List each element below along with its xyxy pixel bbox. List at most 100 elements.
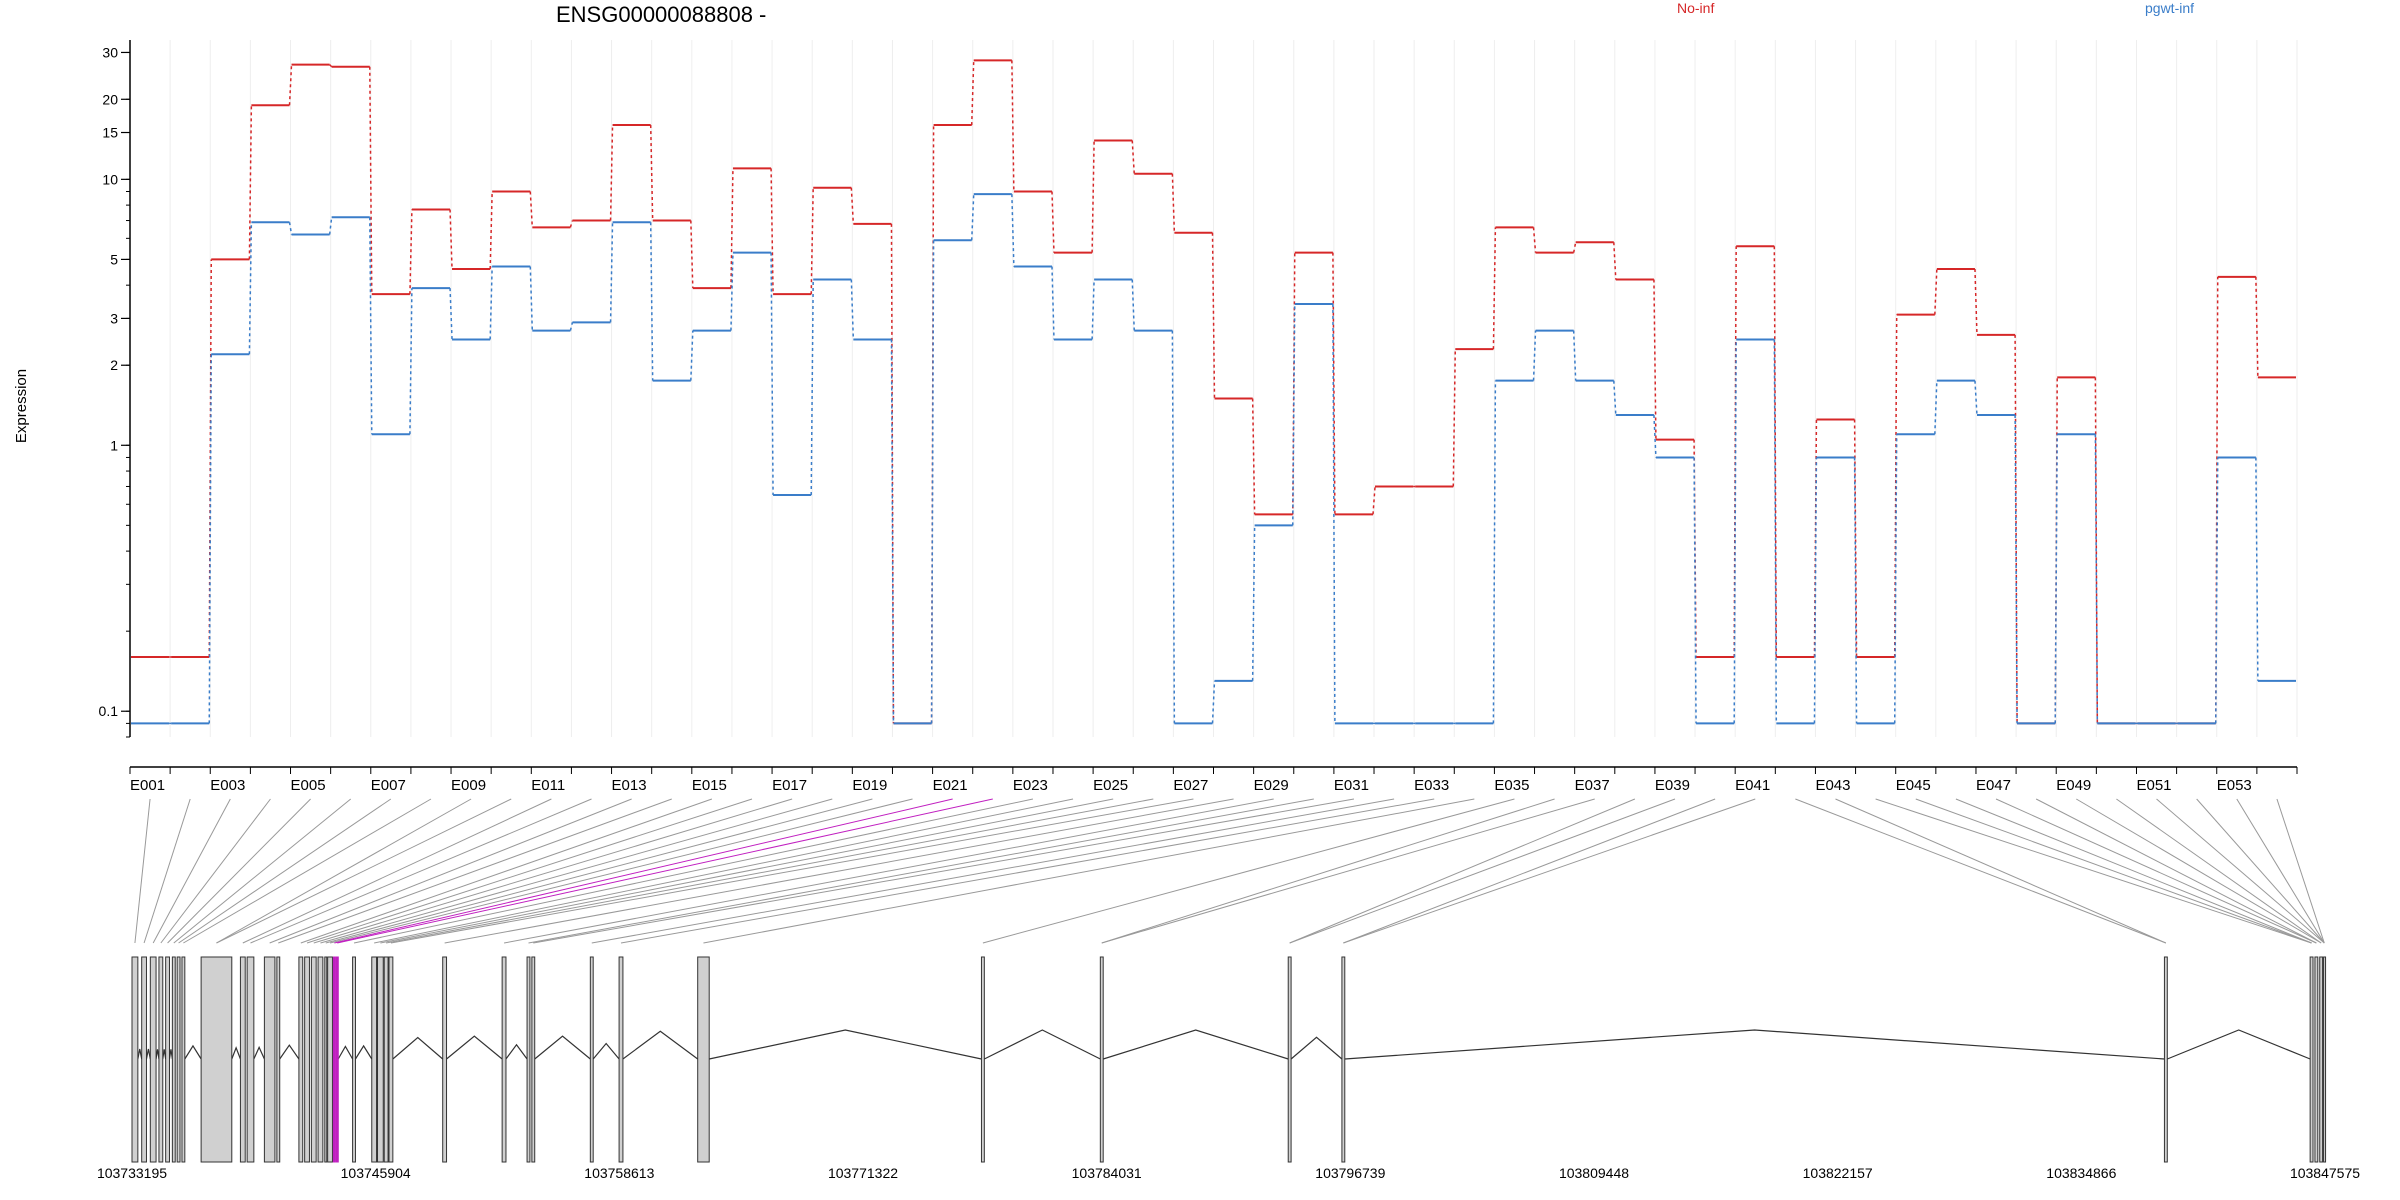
exon-label: E023 [1013, 777, 1048, 794]
connector-line [167, 798, 311, 944]
connector-line [2196, 798, 2325, 944]
exon-label: E049 [2056, 777, 2091, 794]
exon-label: E037 [1575, 777, 1610, 794]
connector-line [390, 798, 1194, 944]
exon-block [317, 956, 324, 1163]
exon-block [304, 956, 310, 1163]
exon-block [276, 956, 281, 1163]
connector-line [300, 798, 713, 944]
intron-line [1344, 1029, 2165, 1060]
exon-label: E019 [852, 777, 887, 794]
connector-line [334, 798, 953, 944]
connector-line [278, 798, 672, 944]
connector-line [1835, 798, 2167, 944]
exon-label: E039 [1655, 777, 1690, 794]
exon-block [2314, 956, 2319, 1163]
intron-line [184, 1044, 202, 1060]
intron-line [1103, 1029, 1289, 1060]
coordinate-label: 103771322 [828, 1165, 898, 1181]
exon-label: E031 [1334, 777, 1369, 794]
exon-block [149, 956, 157, 1163]
intron-line [1290, 1036, 1343, 1060]
intron-line [253, 1045, 265, 1060]
exon-block [335, 956, 339, 1163]
exon-block [2163, 956, 2168, 1163]
connector-line [1289, 798, 1636, 944]
coordinate-label: 103758613 [584, 1165, 654, 1181]
exon-block [2309, 956, 2314, 1163]
coordinate-label: 103834866 [2046, 1165, 2116, 1181]
coordinate-label: 103796739 [1315, 1165, 1385, 1181]
connector-line [337, 798, 993, 944]
legend-pgwt-inf: pgwt-inf [2145, 0, 2194, 16]
intron-line [2167, 1029, 2311, 1060]
intron-line [505, 1043, 528, 1060]
exon-block [1287, 956, 1292, 1163]
connector-line [306, 798, 753, 944]
connector-line [216, 798, 512, 944]
exon-label: E051 [2136, 777, 2171, 794]
exon-block [501, 956, 507, 1163]
exon-block [327, 956, 333, 1163]
connector-line [380, 798, 1114, 944]
exon-block [980, 956, 985, 1163]
connector-line [173, 798, 352, 944]
connector-line [2276, 798, 2325, 944]
exon-block [310, 956, 317, 1163]
y-tick-label: 10 [102, 171, 118, 187]
legend-no-inf: No-inf [1677, 0, 1714, 16]
exon-block [1341, 956, 1346, 1163]
connector-line [178, 798, 392, 944]
intron-line [354, 1044, 373, 1060]
connector-line [320, 798, 833, 944]
exon-block [377, 956, 384, 1163]
exon-gridlines [129, 40, 2298, 737]
exon-label: E035 [1494, 777, 1529, 794]
connector-line [1101, 798, 1555, 944]
exon-axis-labels: E001 E003 E005 E007 E009 E011 E013 E015 E017 E019… [130, 777, 2252, 794]
exon-label: E053 [2217, 777, 2252, 794]
coordinate-label: 103822157 [1803, 1165, 1873, 1181]
exon-label: E029 [1254, 777, 1289, 794]
coordinate-label: 103733195 [97, 1165, 167, 1181]
exon-label: E013 [612, 777, 647, 794]
exon-block [332, 956, 336, 1163]
coordinate-label: 103809448 [1559, 1165, 1629, 1181]
exon-block [263, 956, 276, 1163]
connector-line [591, 798, 1395, 944]
connector-line [2035, 798, 2317, 944]
connector-line [250, 798, 592, 944]
connector-line [1101, 798, 1595, 944]
connector-line [183, 798, 432, 944]
series-connector-pgwt-inf [169, 194, 2259, 725]
coordinate-axis-labels: 103733195 103745904 103758613 103771322 1037… [97, 1165, 2360, 1181]
exon-label: E033 [1414, 777, 1449, 794]
exon-block [246, 956, 255, 1163]
y-axis-label: Expression [13, 369, 30, 443]
intron-line [709, 1029, 982, 1060]
exon-label: E001 [130, 777, 165, 794]
y-tick-label: 30 [102, 44, 118, 60]
connector-line [528, 798, 1314, 944]
exon-block [200, 956, 233, 1163]
connector-line [1875, 798, 2312, 944]
connector-line [2236, 798, 2325, 944]
y-tick-label: 15 [102, 125, 118, 141]
exon-label: E005 [291, 777, 326, 794]
connector-line [703, 798, 1475, 944]
axes: 0.1 1 2 3 5 10 15 20 30 [99, 40, 2298, 774]
exon-label: E047 [1976, 777, 2011, 794]
exon-label: E011 [531, 777, 565, 794]
intron-line [622, 1030, 699, 1060]
intron-line [145, 1048, 151, 1060]
coordinate-label: 103847575 [2290, 1165, 2360, 1181]
exon-block [618, 956, 624, 1163]
y-tick-label: 3 [110, 310, 118, 326]
intron-line [984, 1029, 1101, 1060]
exon-block [526, 956, 531, 1163]
exon-label: E003 [210, 777, 245, 794]
connector-line [1915, 798, 2312, 944]
exon-label: E043 [1815, 777, 1850, 794]
exon-label: E045 [1896, 777, 1931, 794]
